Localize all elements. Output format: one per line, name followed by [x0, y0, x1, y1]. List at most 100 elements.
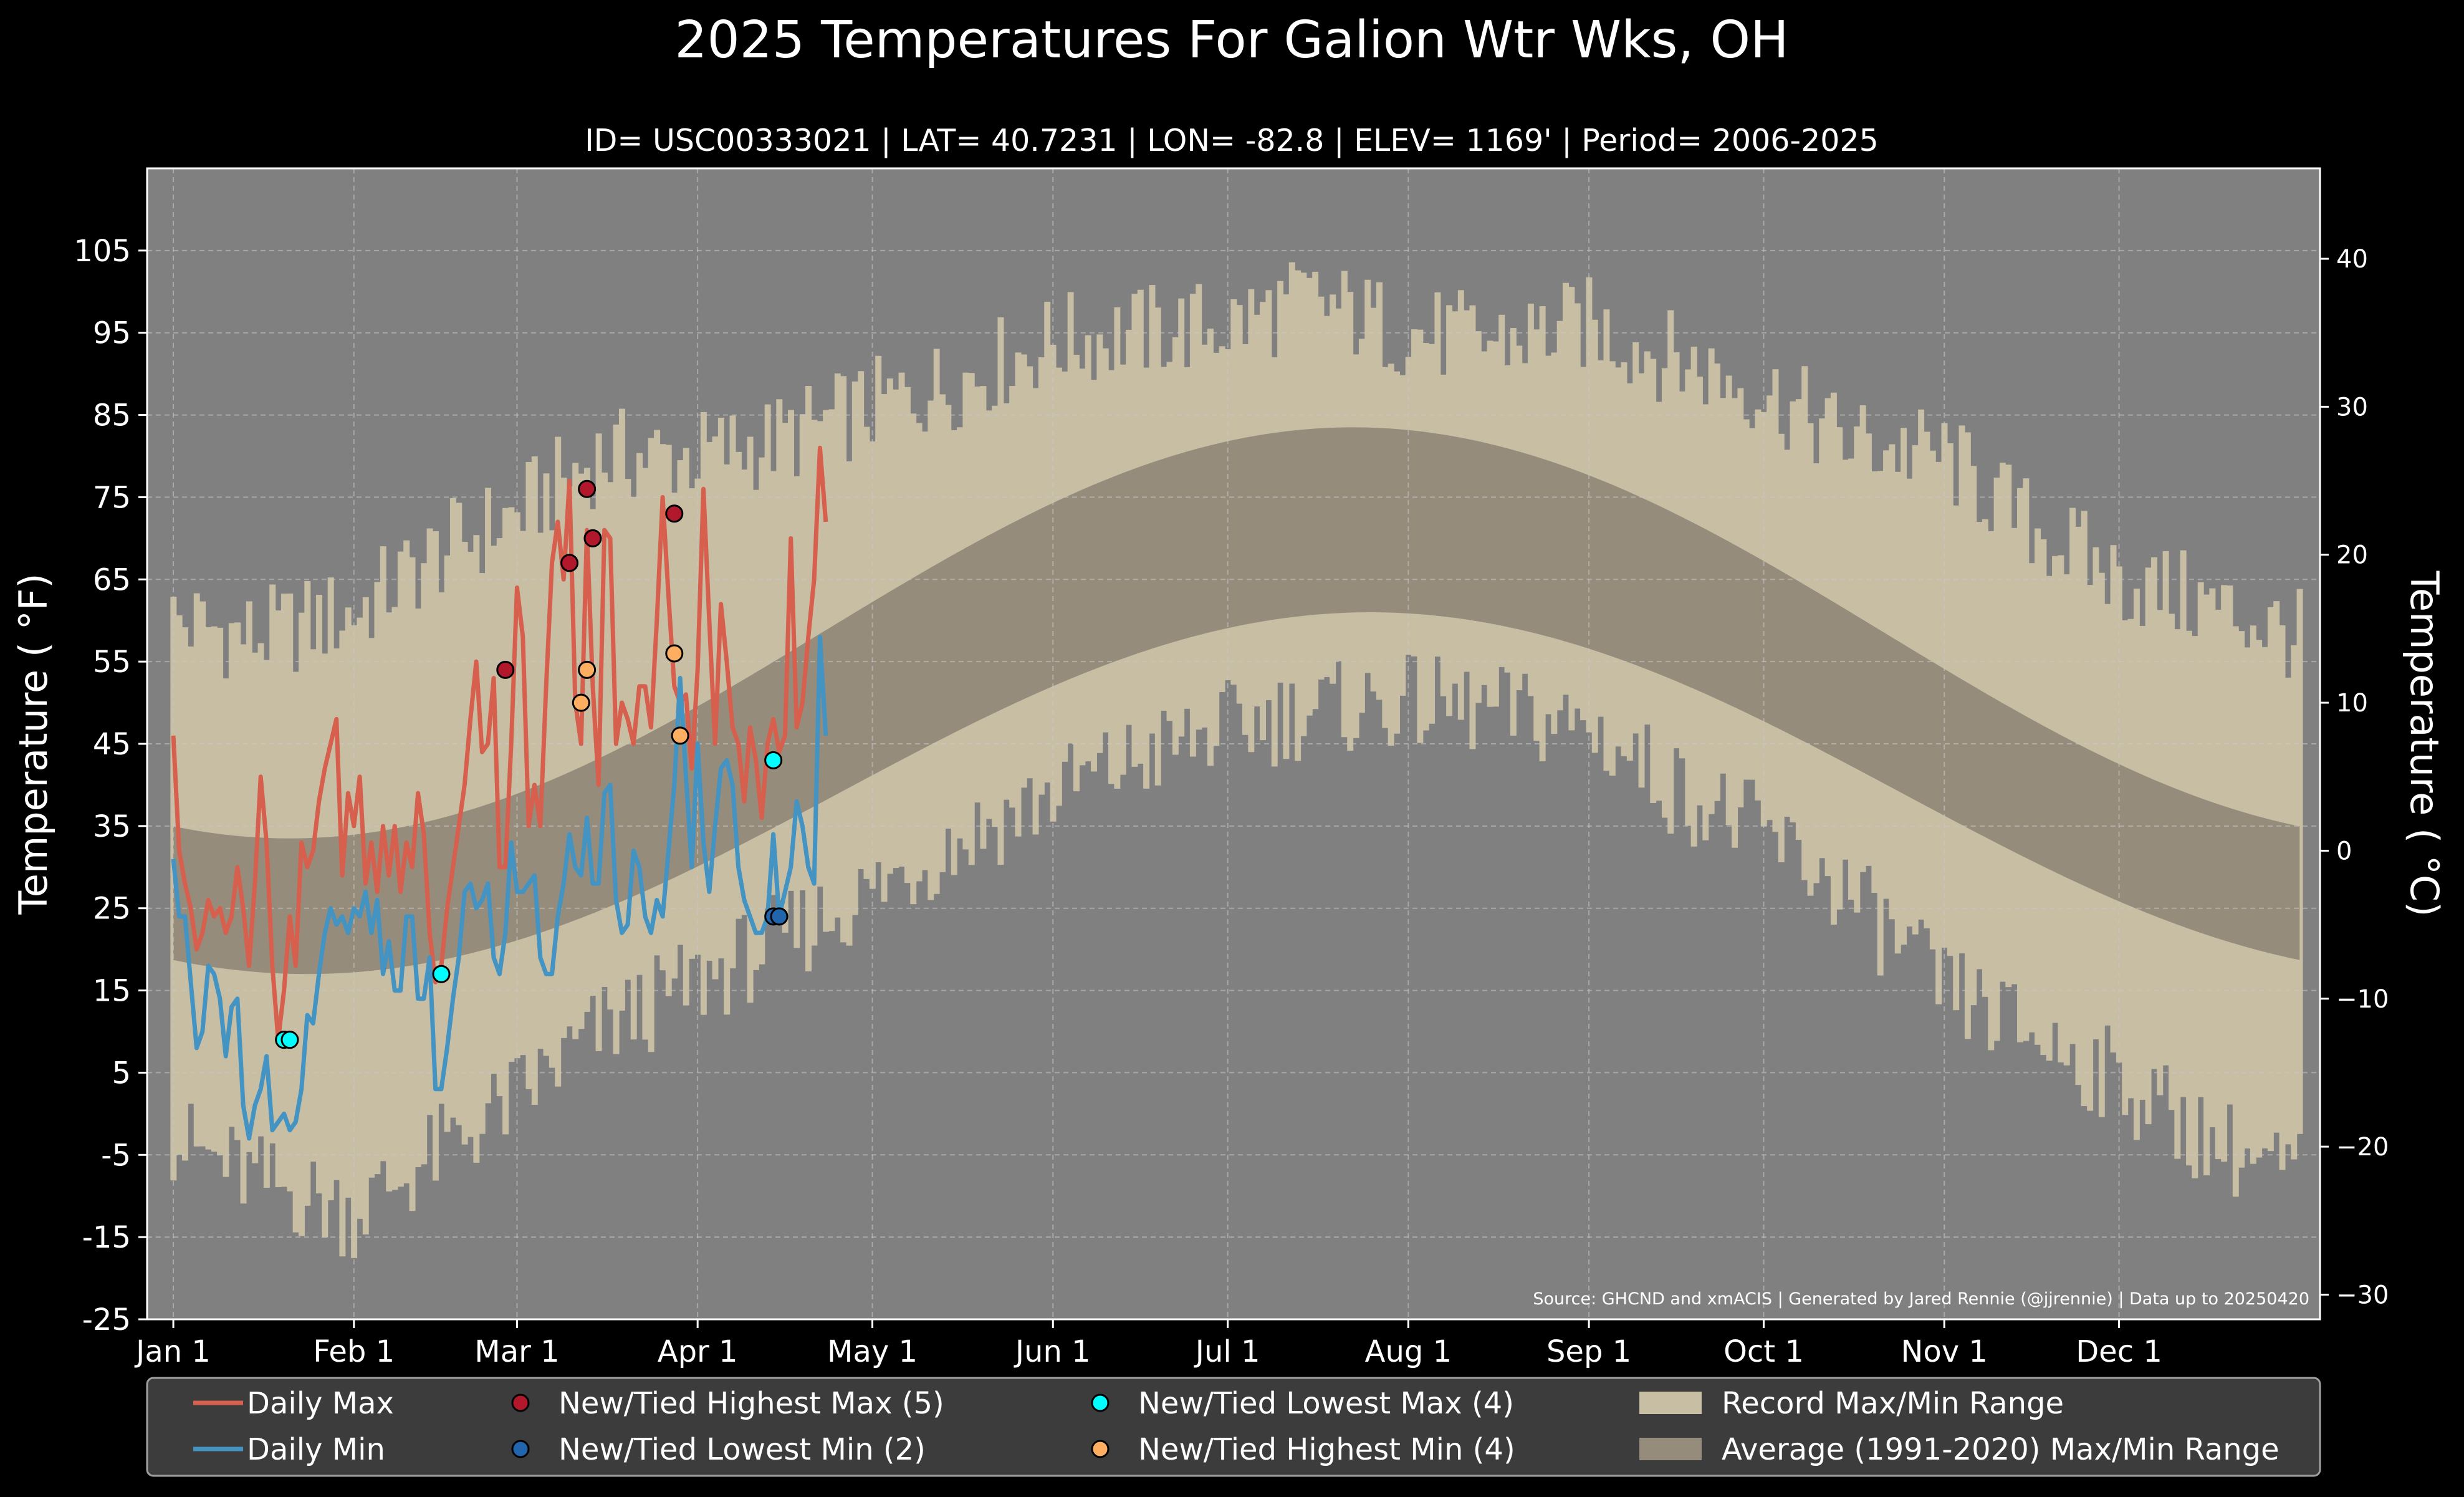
record-range-bar: [590, 509, 597, 996]
legend-label: Daily Min: [247, 1432, 385, 1467]
y-tick-label-right: 10: [2336, 689, 2368, 718]
legend-item: Record Max/Min Range: [1639, 1386, 2064, 1421]
marker-lowest-max: [432, 965, 451, 983]
record-range-bar: [659, 444, 666, 971]
y-tick-label-right: −20: [2336, 1133, 2389, 1162]
record-range-bar: [583, 468, 590, 1012]
x-tick-label: Aug 1: [1365, 1334, 1452, 1369]
x-tick-label: Jan 1: [134, 1334, 211, 1369]
legend-box: [146, 1377, 2321, 1477]
x-tick-label: Dec 1: [2076, 1334, 2162, 1369]
record-range-bar: [654, 430, 661, 956]
y-tick-label-left: 25: [93, 892, 131, 927]
legend-label: New/Tied Highest Min (4): [1138, 1432, 1515, 1467]
legend-item: Average (1991-2020) Max/Min Range: [1639, 1432, 2279, 1467]
legend-item: New/Tied Highest Max (5): [511, 1386, 944, 1421]
marker-highest-min: [671, 726, 689, 745]
legend-item: New/Tied Highest Min (4): [1091, 1432, 1515, 1467]
y-axis-right: 40 30 20 10 0 −10 −20 −30: [2320, 245, 2389, 1309]
y-tick-label-left: 75: [93, 480, 131, 515]
y-tick-label-left: 65: [93, 562, 131, 597]
record-range-bar: [717, 417, 724, 959]
record-range-bar: [764, 404, 771, 909]
y-tick-label-left: 85: [93, 398, 131, 433]
y-tick-label-right: 20: [2336, 541, 2368, 570]
y-tick-label-left: 105: [74, 234, 131, 269]
x-tick-label: Feb 1: [313, 1334, 395, 1369]
y-tick-label-right: −10: [2336, 985, 2389, 1014]
record-range-bar: [665, 445, 672, 996]
x-axis: Jan 1 Feb 1 Mar 1 Apr 1 May 1 Jun 1 Jul 1 Aug 1…: [134, 1319, 2162, 1369]
chart-title: 2025 Temperatures For Galion Wtr Wks, OH: [674, 11, 1788, 70]
marker-highest-max: [560, 554, 579, 572]
record-range-bar: [578, 473, 585, 1029]
legend-dot-swatch: [511, 1394, 530, 1412]
legend-patch-swatch: [1639, 1392, 1702, 1414]
legend-item: Daily Min: [193, 1432, 385, 1467]
marker-highest-max: [496, 660, 515, 679]
marker-highest-min: [572, 693, 590, 712]
y-tick-label-left: 35: [93, 809, 131, 844]
record-markers: [275, 479, 789, 1049]
record-range-bar: [788, 410, 794, 891]
y-axis-left: 105 95 85 75 65 55 45 35 25 15 5 -5 -15 -25: [74, 234, 147, 1337]
x-tick-label: Jul 1: [1194, 1334, 1260, 1369]
legend-patch-swatch: [1639, 1438, 1702, 1460]
marker-highest-max: [583, 529, 602, 547]
record-range-bar: [531, 456, 538, 1105]
legend-item: Daily Max: [193, 1386, 394, 1421]
legend-dot-swatch: [511, 1440, 530, 1458]
daily-max-line: [171, 445, 828, 1042]
y-tick-label-right: −30: [2336, 1281, 2389, 1309]
x-tick-label: Oct 1: [1723, 1334, 1804, 1369]
record-range-bar: [601, 472, 608, 987]
y-tick-label-left: -5: [101, 1138, 131, 1173]
daily-min-line: [171, 635, 828, 1141]
marker-highest-max: [578, 479, 597, 498]
marker-lowest-max: [764, 751, 783, 769]
daily-series: [171, 445, 828, 1141]
y-tick-label-left: 15: [93, 974, 131, 1009]
y-tick-label-left: -15: [82, 1220, 131, 1255]
record-range-bar: [514, 512, 520, 1059]
marker-highest-min: [665, 644, 684, 663]
x-tick-label: Jun 1: [1014, 1334, 1091, 1369]
record-range-bar: [572, 463, 579, 1039]
y-tick-label-left: 45: [93, 727, 131, 762]
legend: Daily Max Daily Min New/Tied Highest Max (…: [146, 1377, 2321, 1477]
record-range-bar: [607, 482, 614, 1010]
legend-label: New/Tied Lowest Min (2): [558, 1432, 926, 1467]
legend-dot-swatch: [1091, 1394, 1110, 1412]
legend-label: New/Tied Lowest Max (4): [1138, 1386, 1514, 1421]
chart-subtitle: ID= USC00333021 | LAT= 40.7231 | LON= -8…: [585, 123, 1879, 158]
legend-label: Daily Max: [247, 1386, 394, 1421]
record-range-bar: [449, 498, 456, 1118]
marker-lowest-min: [770, 907, 789, 926]
y-tick-label-left: 95: [93, 316, 131, 351]
record-range-bar: [566, 486, 573, 1027]
y-axis-label-left: Temperature ( °F): [11, 573, 56, 915]
record-range-bar: [636, 453, 643, 975]
marker-highest-max: [665, 504, 684, 523]
source-note: Source: GHCND and xmACIS | Generated by …: [1533, 1289, 2309, 1309]
x-tick-label: Apr 1: [658, 1334, 738, 1369]
legend-item: New/Tied Lowest Max (4): [1091, 1386, 1514, 1421]
record-range-bar: [560, 478, 567, 1038]
legend-item: New/Tied Lowest Min (2): [511, 1432, 926, 1467]
x-tick-label: Nov 1: [1901, 1334, 1987, 1369]
record-range-bar: [776, 399, 783, 900]
y-tick-label-left: 55: [93, 645, 131, 680]
y-tick-label-right: 0: [2336, 837, 2352, 865]
legend-label: Average (1991-2020) Max/Min Range: [1722, 1432, 2279, 1467]
legend-label: Record Max/Min Range: [1722, 1386, 2064, 1421]
record-range-bar: [485, 488, 492, 1104]
legend-dot-swatch: [1091, 1440, 1110, 1458]
x-tick-label: Sep 1: [1546, 1334, 1631, 1369]
marker-lowest-max: [280, 1031, 299, 1049]
y-tick-label-right: 40: [2336, 245, 2368, 274]
y-tick-label-left: 5: [112, 1056, 131, 1090]
x-tick-label: Mar 1: [474, 1334, 559, 1369]
record-range-bar: [555, 436, 562, 1087]
marker-highest-min: [578, 660, 597, 679]
